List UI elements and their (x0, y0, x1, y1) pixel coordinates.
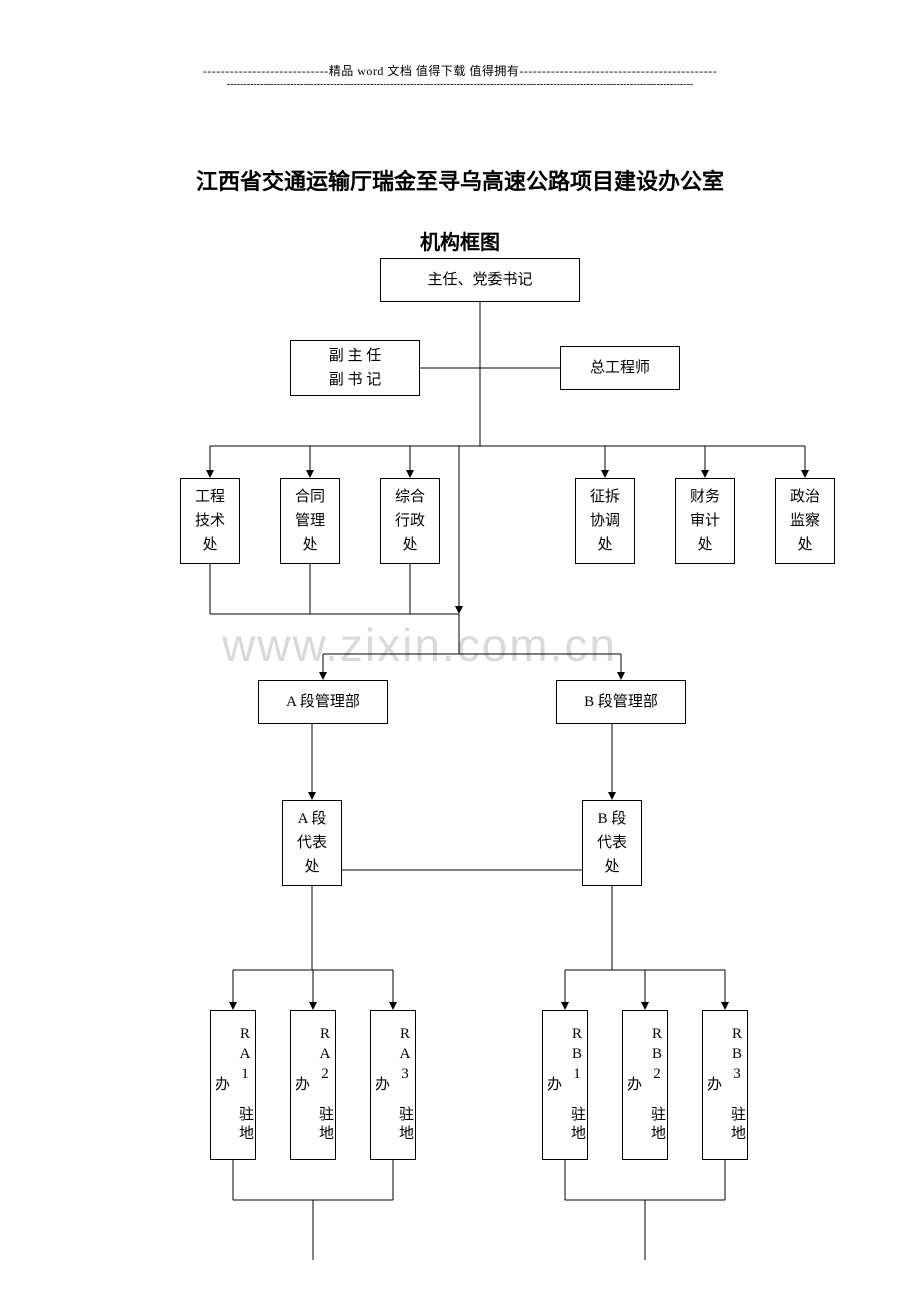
node-office-ra3: RA3 驻地办 (370, 1010, 416, 1160)
node-dept-finance: 财务 审计 处 (675, 478, 735, 564)
node-office-ra2: RA2 驻地办 (290, 1010, 336, 1160)
node-dept-contract: 合同 管理 处 (280, 478, 340, 564)
deputy-line-2: 副 书 记 (329, 368, 382, 392)
label-ra2: RA2 驻地办 (289, 1017, 337, 1153)
node-deputy: 副 主 任 副 书 记 (290, 340, 420, 396)
deputy-line-1: 副 主 任 (329, 344, 382, 368)
node-dept-engineering: 工程 技术 处 (180, 478, 240, 564)
node-mgmt-a: A 段管理部 (258, 680, 388, 724)
node-office-ra1: RA1 驻地办 (210, 1010, 256, 1160)
diagram-title-1: 江西省交通运输厅瑞金至寻乌高速公路项目建设办公室 (0, 164, 920, 196)
label-rb1: RB1 驻地办 (541, 1017, 589, 1153)
page-header: ----------------------------精品 word 文档 值… (0, 62, 920, 90)
label-rb2: RB2 驻地办 (621, 1017, 669, 1153)
node-rep-a: A 段 代表 处 (282, 800, 342, 886)
label-ra3: RA3 驻地办 (369, 1017, 417, 1153)
watermark: www.zixin.com.cn (222, 618, 617, 672)
node-office-rb1: RB1 驻地办 (542, 1010, 588, 1160)
node-office-rb2: RB2 驻地办 (622, 1010, 668, 1160)
node-dept-demolition: 征拆 协调 处 (575, 478, 635, 564)
node-rep-b: B 段 代表 处 (582, 800, 642, 886)
label-ra1: RA1 驻地办 (209, 1017, 257, 1153)
node-mgmt-b: B 段管理部 (556, 680, 686, 724)
node-dept-admin: 综合 行政 处 (380, 478, 440, 564)
header-line-1: ----------------------------精品 word 文档 值… (0, 62, 920, 79)
node-dept-supervision: 政治 监察 处 (775, 478, 835, 564)
label-rb3: RB3 驻地办 (701, 1017, 749, 1153)
node-director: 主任、党委书记 (380, 258, 580, 302)
diagram-title-2: 机构框图 (0, 226, 920, 255)
node-office-rb3: RB3 驻地办 (702, 1010, 748, 1160)
header-line-2: ----------------------------------------… (0, 79, 920, 90)
node-chief-engineer: 总工程师 (560, 346, 680, 390)
